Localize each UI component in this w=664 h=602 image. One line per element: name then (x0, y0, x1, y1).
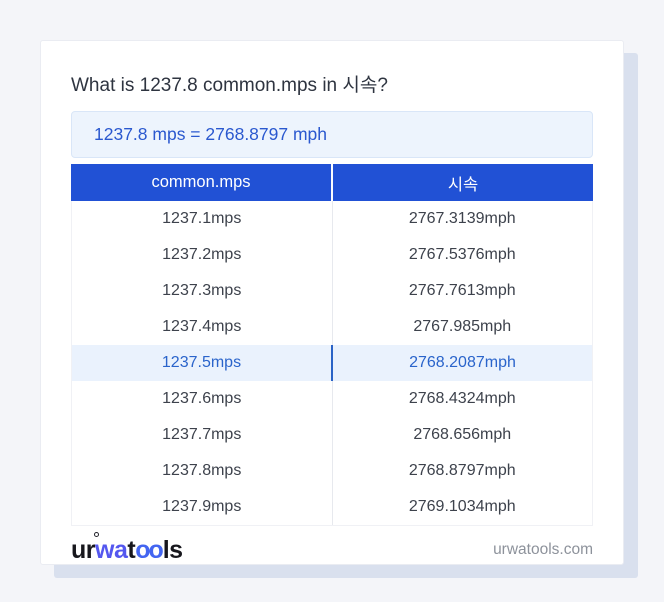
cell-mps-value[interactable]: 1237.6mps (162, 390, 242, 407)
cell-mps-value[interactable]: 1237.8mps (162, 462, 242, 479)
logo-part-wa: wa (94, 531, 128, 564)
cell-mph-value[interactable]: 2767.5376mph (331, 237, 593, 273)
table-row[interactable]: 1237.8mps 2768.8797mph (72, 453, 592, 489)
table-row[interactable]: 1237.4mps 2767.985mph (72, 309, 592, 345)
table-row[interactable]: 1237.5mps 2768.2087mph (72, 345, 592, 381)
cell-mph-value[interactable]: 2768.4324mph (331, 381, 593, 417)
table-row[interactable]: 1237.3mps 2767.7613mph (72, 273, 592, 309)
conversion-result-text: 1237.8 mps = 2768.8797 mph (94, 124, 328, 144)
cell-mps-value[interactable]: 1237.4mps (162, 318, 242, 335)
site-domain-text: urwatools.com (493, 541, 593, 558)
table-row[interactable]: 1237.1mps 2767.3139mph (72, 201, 592, 237)
logo-part-ls: ls (162, 535, 183, 564)
conversion-table-body: 1237.1mps 2767.3139mph 1237.2mps 2767.5376m… (71, 201, 593, 526)
table-row[interactable]: 1237.7mps 2768.656mph (72, 417, 592, 453)
cell-mph-value[interactable]: 2767.7613mph (331, 273, 593, 309)
logo-part-t: t (127, 535, 136, 564)
cell-mph-value[interactable]: 2767.985mph (331, 309, 593, 345)
cell-mph-value[interactable]: 2768.656mph (331, 417, 593, 453)
card-footer: ur watools urwatools.com (71, 531, 593, 565)
column-header-common-mps: common.mps (151, 173, 251, 191)
conversion-result-box: 1237.8 mps = 2768.8797 mph (71, 111, 593, 158)
logo-part-oo: oo (135, 535, 164, 564)
table-row[interactable]: 1237.6mps 2768.4324mph (72, 381, 592, 417)
urwatools-logo[interactable]: ur watools (71, 531, 183, 564)
page-title: What is 1237.8 common.mps in 시속? (71, 75, 388, 96)
table-row[interactable]: 1237.9mps 2769.1034mph (72, 489, 592, 525)
cell-mps-value[interactable]: 1237.7mps (162, 426, 242, 443)
logo-ring-icon (94, 531, 99, 537)
cell-mps-value[interactable]: 1237.1mps (162, 210, 242, 227)
cell-mps-value[interactable]: 1237.2mps (162, 246, 242, 263)
converter-card: What is 1237.8 common.mps in 시속? 1237.8 … (40, 40, 624, 565)
cell-mps-value[interactable]: 1237.5mps (161, 354, 242, 371)
cell-mph-value[interactable]: 2768.8797mph (331, 453, 593, 489)
cell-mph-value[interactable]: 2767.3139mph (331, 201, 593, 237)
table-row[interactable]: 1237.2mps 2767.5376mph (72, 237, 592, 273)
logo-part-ur: ur (71, 535, 96, 564)
cell-mph-value[interactable]: 2768.2087mph (331, 345, 592, 381)
cell-mps-value[interactable]: 1237.3mps (162, 282, 242, 299)
conversion-table: common.mps 시속 1237.1mps 2767.3139mph 1237.… (71, 164, 593, 526)
cell-mph-value[interactable]: 2769.1034mph (331, 489, 593, 525)
column-header-siso: 시속 (331, 164, 593, 201)
cell-mps-value[interactable]: 1237.9mps (162, 498, 242, 515)
conversion-table-header: common.mps 시속 (71, 164, 593, 201)
